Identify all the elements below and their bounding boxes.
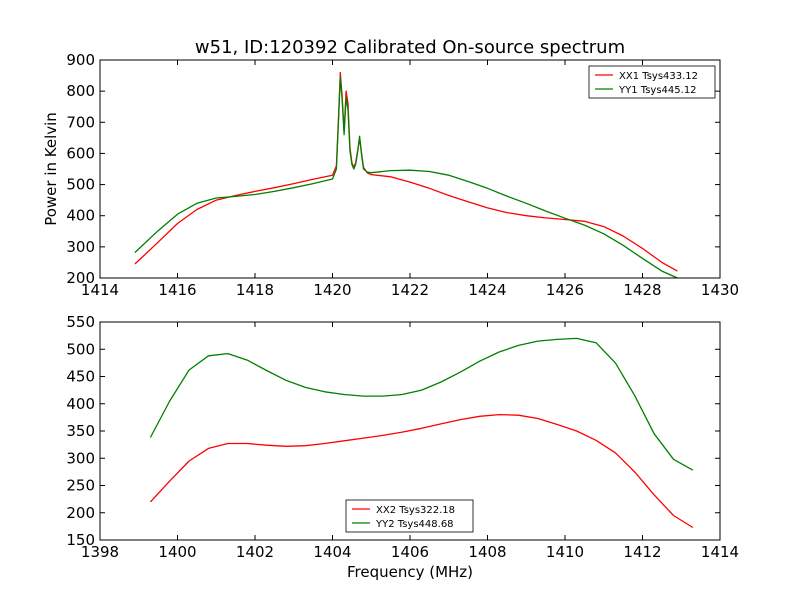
x-tick-label: 1398 <box>81 543 119 561</box>
legend-entry: YY1 Tsys445.12 <box>618 85 697 96</box>
bottom-plot-frame <box>99 321 721 541</box>
bottom-axis-ticks: 1398 1400 1402 1404 1406 1408 1410 1412 1414 150 2… <box>66 313 739 561</box>
y-tick-label: 600 <box>66 144 95 162</box>
y-tick-label: 400 <box>66 207 95 225</box>
x-tick-label: 1426 <box>546 281 584 299</box>
legend-box <box>345 499 474 533</box>
y-tick-label: 700 <box>66 113 95 131</box>
series-line-yy2 <box>149 337 694 471</box>
x-axis-label: Frequency (MHz) <box>347 563 473 581</box>
x-tick-label: 1412 <box>623 543 661 561</box>
x-tick-label: 1404 <box>313 543 351 561</box>
y-tick-label: 250 <box>66 477 95 495</box>
y-tick-label: 900 <box>66 51 95 69</box>
y-tick-label: 150 <box>66 531 95 549</box>
x-tick-label: 1428 <box>623 281 661 299</box>
y-tick-label: 200 <box>66 269 95 287</box>
x-tick-label: 1408 <box>468 543 506 561</box>
chart-title: w51, ID:120392 Calibrated On-source spec… <box>195 37 625 58</box>
top-legend: XX1 Tsys433.12 YY1 Tsys445.12 <box>588 65 716 99</box>
y-tick-label: 200 <box>66 504 95 522</box>
legend-entry: XX1 Tsys433.12 <box>619 71 698 82</box>
x-tick-label: 1416 <box>158 281 196 299</box>
y-tick-label: 500 <box>66 176 95 194</box>
x-tick-label: 1420 <box>313 281 351 299</box>
x-tick-label: 1414 <box>81 281 119 299</box>
legend-entry: XX2 Tsys322.18 <box>376 505 455 516</box>
x-tick-label: 1400 <box>158 543 196 561</box>
y-tick-label: 300 <box>66 238 95 256</box>
x-tick-label: 1418 <box>236 281 274 299</box>
x-tick-label: 1402 <box>236 543 274 561</box>
y-tick-label: 500 <box>66 340 95 358</box>
legend-box <box>588 65 716 99</box>
y-tick-label: 400 <box>66 395 95 413</box>
bottom-series-group <box>149 337 694 529</box>
y-tick-label: 450 <box>66 368 95 386</box>
x-tick-label: 1410 <box>546 543 584 561</box>
series-line-yy1 <box>134 76 678 279</box>
x-tick-label: 1422 <box>391 281 429 299</box>
top-axes: w51, ID:120392 Calibrated On-source spec… <box>42 37 739 299</box>
x-tick-label: 1424 <box>468 281 506 299</box>
x-tick-label: 1414 <box>701 543 739 561</box>
y-tick-label: 800 <box>66 82 95 100</box>
bottom-legend: XX2 Tsys322.18 YY2 Tsys448.68 <box>345 499 474 533</box>
top-axis-ticks: 1414 1416 1418 1420 1422 1424 1426 1428 1430 200 3… <box>66 51 739 299</box>
y-tick-label: 550 <box>66 313 95 331</box>
top-plot-frame <box>99 59 721 279</box>
series-line-xx2 <box>149 413 694 529</box>
top-series-group <box>134 71 678 279</box>
y-tick-label: 350 <box>66 422 95 440</box>
y-tick-label: 300 <box>66 449 95 467</box>
legend-entry: YY2 Tsys448.68 <box>375 519 454 530</box>
x-tick-label: 1430 <box>701 281 739 299</box>
x-tick-label: 1406 <box>391 543 429 561</box>
bottom-axes: Frequency (MHz) 1398 1400 1402 1404 1406 1408… <box>66 313 739 581</box>
y-axis-label: Power in Kelvin <box>42 112 60 226</box>
